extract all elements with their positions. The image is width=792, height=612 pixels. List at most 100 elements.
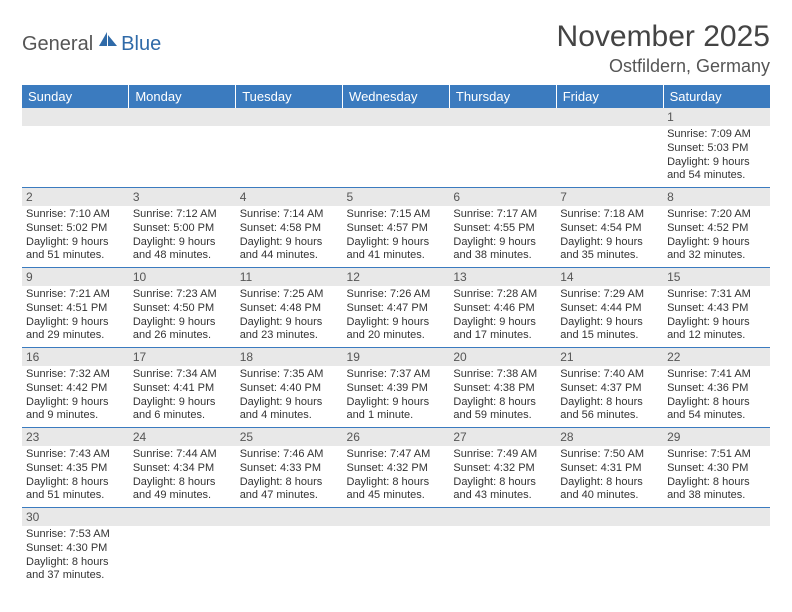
sunset-text: Sunset: 4:47 PM bbox=[347, 302, 446, 316]
daylight-text: Daylight: 9 hours and 23 minutes. bbox=[240, 316, 339, 344]
daylight-text: Daylight: 9 hours and 9 minutes. bbox=[26, 396, 125, 424]
sunrise-text: Sunrise: 7:35 AM bbox=[240, 368, 339, 382]
day-number-row: 1 bbox=[22, 108, 770, 126]
sunset-text: Sunset: 4:35 PM bbox=[26, 462, 125, 476]
day-header-wed: Wednesday bbox=[343, 85, 450, 108]
sunset-text: Sunset: 4:38 PM bbox=[453, 382, 552, 396]
sunrise-text: Sunrise: 7:28 AM bbox=[453, 288, 552, 302]
day-header-fri: Friday bbox=[556, 85, 663, 108]
day-cell: Sunrise: 7:43 AMSunset: 4:35 PMDaylight:… bbox=[22, 446, 129, 508]
day-cell: Sunrise: 7:12 AMSunset: 5:00 PMDaylight:… bbox=[129, 206, 236, 268]
sunrise-text: Sunrise: 7:50 AM bbox=[560, 448, 659, 462]
day-cell-content: Sunrise: 7:28 AMSunset: 4:46 PMDaylight:… bbox=[453, 286, 552, 343]
day-number-cell: 16 bbox=[22, 348, 129, 367]
day-number-cell: 23 bbox=[22, 428, 129, 447]
sunrise-text: Sunrise: 7:44 AM bbox=[133, 448, 232, 462]
day-cell: Sunrise: 7:15 AMSunset: 4:57 PMDaylight:… bbox=[343, 206, 450, 268]
calendar-page: General Blue November 2025 Ostfildern, G… bbox=[0, 0, 792, 607]
day-number-cell bbox=[343, 108, 450, 126]
day-cell-content: Sunrise: 7:12 AMSunset: 5:00 PMDaylight:… bbox=[133, 206, 232, 263]
day-cell: Sunrise: 7:21 AMSunset: 4:51 PMDaylight:… bbox=[22, 286, 129, 348]
page-header: General Blue November 2025 Ostfildern, G… bbox=[22, 20, 770, 77]
sunset-text: Sunset: 4:41 PM bbox=[133, 382, 232, 396]
day-cell-content: Sunrise: 7:32 AMSunset: 4:42 PMDaylight:… bbox=[26, 366, 125, 423]
daylight-text: Daylight: 8 hours and 37 minutes. bbox=[26, 556, 125, 584]
sunrise-text: Sunrise: 7:12 AM bbox=[133, 208, 232, 222]
day-cell: Sunrise: 7:44 AMSunset: 4:34 PMDaylight:… bbox=[129, 446, 236, 508]
day-cell-content: Sunrise: 7:15 AMSunset: 4:57 PMDaylight:… bbox=[347, 206, 446, 263]
day-cell-content: Sunrise: 7:18 AMSunset: 4:54 PMDaylight:… bbox=[560, 206, 659, 263]
sunrise-text: Sunrise: 7:47 AM bbox=[347, 448, 446, 462]
day-cell-content: Sunrise: 7:51 AMSunset: 4:30 PMDaylight:… bbox=[667, 446, 766, 503]
day-cell: Sunrise: 7:49 AMSunset: 4:32 PMDaylight:… bbox=[449, 446, 556, 508]
day-header-row: Sunday Monday Tuesday Wednesday Thursday… bbox=[22, 85, 770, 108]
day-cell bbox=[129, 526, 236, 587]
sunrise-text: Sunrise: 7:10 AM bbox=[26, 208, 125, 222]
day-number-cell: 25 bbox=[236, 428, 343, 447]
day-cell bbox=[343, 126, 450, 188]
sunset-text: Sunset: 4:57 PM bbox=[347, 222, 446, 236]
sunset-text: Sunset: 4:30 PM bbox=[26, 542, 125, 556]
day-cell-content: Sunrise: 7:47 AMSunset: 4:32 PMDaylight:… bbox=[347, 446, 446, 503]
day-cell-content: Sunrise: 7:10 AMSunset: 5:02 PMDaylight:… bbox=[26, 206, 125, 263]
daylight-text: Daylight: 8 hours and 59 minutes. bbox=[453, 396, 552, 424]
daylight-text: Daylight: 9 hours and 48 minutes. bbox=[133, 236, 232, 264]
daylight-text: Daylight: 8 hours and 38 minutes. bbox=[667, 476, 766, 504]
day-cell: Sunrise: 7:35 AMSunset: 4:40 PMDaylight:… bbox=[236, 366, 343, 428]
day-cell: Sunrise: 7:14 AMSunset: 4:58 PMDaylight:… bbox=[236, 206, 343, 268]
day-cell-content: Sunrise: 7:41 AMSunset: 4:36 PMDaylight:… bbox=[667, 366, 766, 423]
day-number-cell: 5 bbox=[343, 188, 450, 207]
sunset-text: Sunset: 4:46 PM bbox=[453, 302, 552, 316]
day-cell-content: Sunrise: 7:38 AMSunset: 4:38 PMDaylight:… bbox=[453, 366, 552, 423]
sunset-text: Sunset: 4:39 PM bbox=[347, 382, 446, 396]
day-cell: Sunrise: 7:28 AMSunset: 4:46 PMDaylight:… bbox=[449, 286, 556, 348]
day-cell-content: Sunrise: 7:09 AMSunset: 5:03 PMDaylight:… bbox=[667, 126, 766, 183]
daylight-text: Daylight: 9 hours and 17 minutes. bbox=[453, 316, 552, 344]
day-number-cell: 29 bbox=[663, 428, 770, 447]
sunrise-text: Sunrise: 7:37 AM bbox=[347, 368, 446, 382]
day-cell-content: Sunrise: 7:53 AMSunset: 4:30 PMDaylight:… bbox=[26, 526, 125, 583]
sunset-text: Sunset: 4:48 PM bbox=[240, 302, 339, 316]
day-number-cell: 21 bbox=[556, 348, 663, 367]
day-number-cell: 2 bbox=[22, 188, 129, 207]
day-cell-content: Sunrise: 7:20 AMSunset: 4:52 PMDaylight:… bbox=[667, 206, 766, 263]
day-cell: Sunrise: 7:46 AMSunset: 4:33 PMDaylight:… bbox=[236, 446, 343, 508]
day-cell: Sunrise: 7:29 AMSunset: 4:44 PMDaylight:… bbox=[556, 286, 663, 348]
day-number-cell bbox=[236, 108, 343, 126]
calendar-table: Sunday Monday Tuesday Wednesday Thursday… bbox=[22, 85, 770, 587]
day-cell: Sunrise: 7:50 AMSunset: 4:31 PMDaylight:… bbox=[556, 446, 663, 508]
day-cell: Sunrise: 7:32 AMSunset: 4:42 PMDaylight:… bbox=[22, 366, 129, 428]
sunrise-text: Sunrise: 7:25 AM bbox=[240, 288, 339, 302]
day-cell bbox=[343, 526, 450, 587]
sunset-text: Sunset: 4:36 PM bbox=[667, 382, 766, 396]
day-cell-content: Sunrise: 7:43 AMSunset: 4:35 PMDaylight:… bbox=[26, 446, 125, 503]
day-number-cell: 12 bbox=[343, 268, 450, 287]
daylight-text: Daylight: 8 hours and 56 minutes. bbox=[560, 396, 659, 424]
daylight-text: Daylight: 9 hours and 15 minutes. bbox=[560, 316, 659, 344]
sunset-text: Sunset: 4:50 PM bbox=[133, 302, 232, 316]
day-number-cell bbox=[236, 508, 343, 527]
sunrise-text: Sunrise: 7:46 AM bbox=[240, 448, 339, 462]
sunset-text: Sunset: 4:32 PM bbox=[453, 462, 552, 476]
daylight-text: Daylight: 8 hours and 51 minutes. bbox=[26, 476, 125, 504]
sunrise-text: Sunrise: 7:18 AM bbox=[560, 208, 659, 222]
day-header-mon: Monday bbox=[129, 85, 236, 108]
week-content-row: Sunrise: 7:21 AMSunset: 4:51 PMDaylight:… bbox=[22, 286, 770, 348]
day-cell: Sunrise: 7:20 AMSunset: 4:52 PMDaylight:… bbox=[663, 206, 770, 268]
daylight-text: Daylight: 8 hours and 47 minutes. bbox=[240, 476, 339, 504]
day-cell-content: Sunrise: 7:26 AMSunset: 4:47 PMDaylight:… bbox=[347, 286, 446, 343]
day-number-cell: 11 bbox=[236, 268, 343, 287]
day-cell: Sunrise: 7:25 AMSunset: 4:48 PMDaylight:… bbox=[236, 286, 343, 348]
daylight-text: Daylight: 9 hours and 51 minutes. bbox=[26, 236, 125, 264]
day-cell-content: Sunrise: 7:40 AMSunset: 4:37 PMDaylight:… bbox=[560, 366, 659, 423]
daylight-text: Daylight: 9 hours and 38 minutes. bbox=[453, 236, 552, 264]
daylight-text: Daylight: 9 hours and 35 minutes. bbox=[560, 236, 659, 264]
location-label: Ostfildern, Germany bbox=[557, 56, 770, 77]
day-cell-content: Sunrise: 7:37 AMSunset: 4:39 PMDaylight:… bbox=[347, 366, 446, 423]
day-cell bbox=[449, 126, 556, 188]
day-number-cell: 19 bbox=[343, 348, 450, 367]
daylight-text: Daylight: 9 hours and 41 minutes. bbox=[347, 236, 446, 264]
week-content-row: Sunrise: 7:09 AMSunset: 5:03 PMDaylight:… bbox=[22, 126, 770, 188]
day-cell: Sunrise: 7:51 AMSunset: 4:30 PMDaylight:… bbox=[663, 446, 770, 508]
week-content-row: Sunrise: 7:32 AMSunset: 4:42 PMDaylight:… bbox=[22, 366, 770, 428]
